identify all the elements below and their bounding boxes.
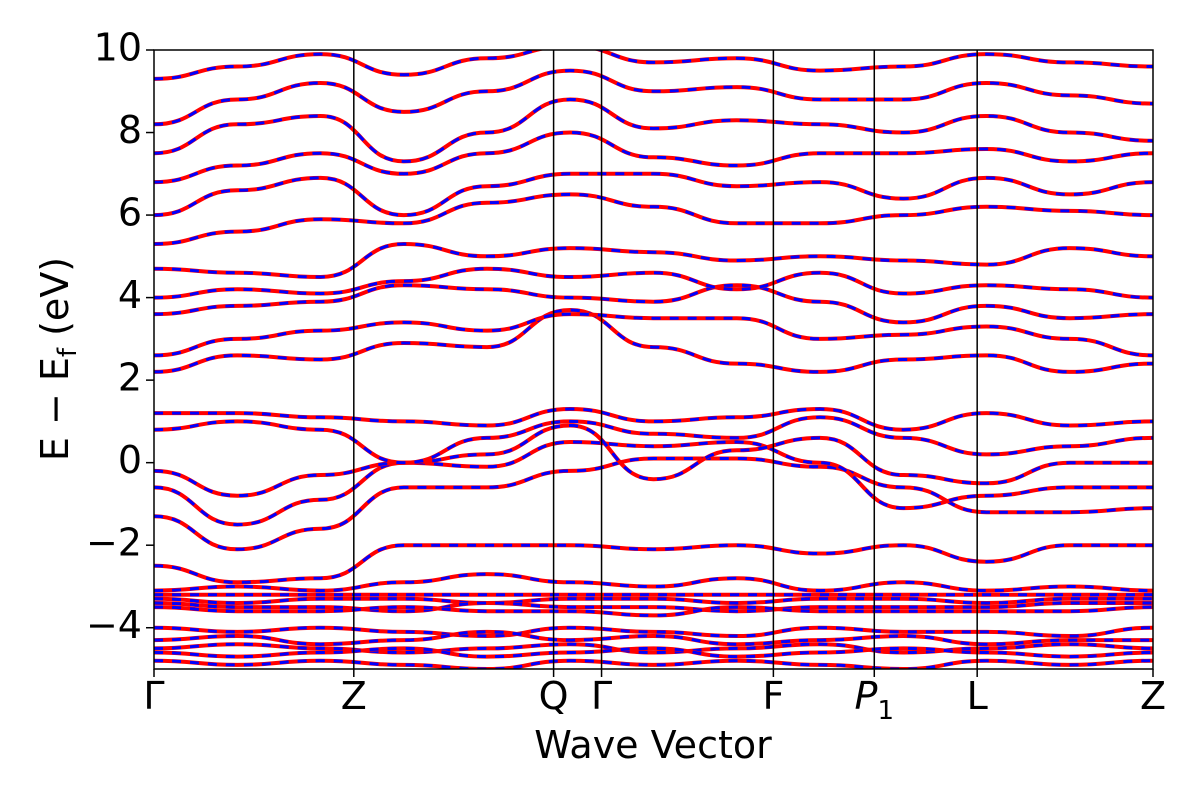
band-line-blue-6: [154, 312, 1153, 357]
y-tick-label: 10: [94, 26, 142, 70]
y-axis-label-sub: f: [53, 347, 83, 357]
band-line-blue-14: [154, 69, 1153, 126]
band-line-blue-0: [154, 456, 1153, 551]
y-tick-label: −4: [86, 603, 142, 647]
x-axis-ticks: Γ Z Q Γ F P1 L Z: [143, 669, 1166, 726]
band-line-blue-2: [154, 423, 1153, 498]
band-line-blue-17: [154, 572, 1153, 593]
kpoint-divider-lines: [353, 50, 978, 669]
x-tick-label-sub: 1: [877, 696, 894, 726]
band-line-blue-11: [154, 172, 1153, 217]
x-tick-label: Γ: [591, 674, 612, 718]
band-line-blue-25: [154, 646, 1153, 659]
band-line-red-0: [154, 456, 1153, 552]
y-axis-label: E − Ef (eV): [33, 257, 83, 461]
band-line-red-2: [154, 423, 1153, 498]
band-line-blue-15: [154, 50, 1153, 81]
x-tick-label-main: P: [855, 674, 878, 718]
x-tick-label: Z: [341, 674, 367, 718]
x-tick-label-main: L: [967, 674, 988, 718]
x-tick-label: F: [762, 674, 784, 718]
band-line-blue-21: [154, 605, 1153, 617]
x-tick-label-main: Γ: [143, 674, 164, 718]
y-tick-label: 0: [118, 438, 142, 482]
x-tick-label-main: Γ: [591, 674, 612, 718]
band-line-blue-3: [154, 415, 1153, 465]
y-axis-label-unit: (eV): [33, 257, 77, 348]
y-tick-label: 4: [118, 273, 142, 317]
x-tick-label: Q: [539, 674, 569, 718]
y-axis-label-main: E − E: [33, 357, 77, 461]
y-tick-label: 2: [118, 356, 142, 400]
band-lines: [154, 50, 1153, 669]
band-line-blue-16: [154, 543, 1153, 584]
x-tick-label: L: [967, 674, 988, 718]
x-tick-label-main: Q: [539, 674, 569, 718]
plot-frame: [153, 49, 1154, 670]
x-tick-label-main: F: [762, 674, 784, 718]
band-line-blue-13: [154, 97, 1153, 163]
band-line-blue-4: [154, 407, 1153, 432]
band-line-blue-26: [154, 659, 1153, 669]
band-line-red-3: [154, 415, 1153, 465]
x-axis-label: Wave Vector: [534, 723, 772, 767]
band-line-red-6: [154, 312, 1153, 358]
band-line-blue-9: [154, 242, 1153, 279]
band-line-blue-24: [154, 642, 1153, 655]
band-line-blue-12: [154, 130, 1153, 184]
band-line-blue-10: [154, 192, 1153, 246]
band-line-blue-8: [154, 267, 1153, 300]
x-tick-label-main: Z: [341, 674, 367, 718]
band-line-blue-1: [154, 440, 1153, 527]
x-tick-label: Z: [1140, 674, 1166, 718]
band-line-blue-7: [154, 283, 1153, 324]
x-tick-label-main: Z: [1140, 674, 1166, 718]
band-line-blue-20: [154, 601, 1153, 613]
band-line-blue-22: [154, 626, 1153, 638]
band-line-red-4: [154, 406, 1153, 432]
y-tick-label: 8: [118, 108, 142, 152]
band-line-blue-19: [154, 597, 1153, 605]
y-tick-label: 6: [118, 191, 142, 235]
band-line-blue-23: [154, 630, 1153, 646]
y-axis-ticks: −4 −2 0 2 4 6 8 10: [86, 26, 154, 647]
y-tick-label: −2: [86, 521, 142, 565]
band-line-blue-5: [154, 308, 1153, 374]
x-tick-label: P1: [855, 674, 894, 726]
x-tick-label: Γ: [143, 674, 164, 718]
